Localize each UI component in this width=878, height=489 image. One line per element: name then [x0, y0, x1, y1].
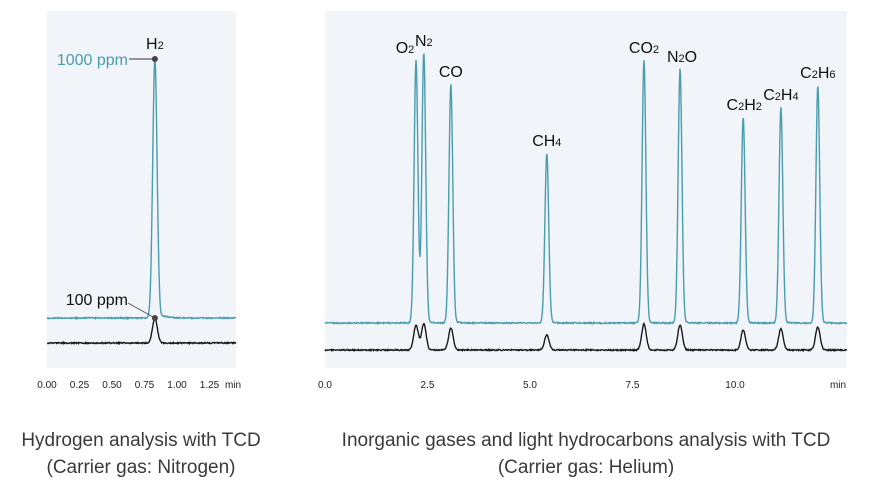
peak-label-C2H2: C2H2 [727, 97, 762, 114]
plot-background [47, 11, 236, 368]
left-chart-subtitle: (Carrier gas: Nitrogen) [46, 457, 236, 478]
x-tick-label: 1.00 [167, 380, 187, 391]
leader-line-100ppm [127, 302, 156, 319]
x-tick-label: 0.25 [70, 380, 90, 391]
series-line-1 [324, 322, 848, 353]
series-line-1 [46, 316, 237, 346]
left-chart-title: Hydrogen analysis with TCD [21, 430, 261, 451]
peak-marker-100ppm [151, 315, 158, 321]
x-tick-label: 10.0 [725, 380, 745, 391]
x-axis-unit-label: min [225, 380, 241, 391]
x-tick-label: 0.00 [37, 380, 57, 391]
x-tick-label: 0.50 [102, 380, 122, 391]
peak-label-C2H6: C2H6 [800, 65, 835, 82]
peak-label-N2: N2 [415, 33, 433, 50]
x-tick-label: 2.5 [421, 380, 435, 391]
peak-label-O2: O2 [396, 40, 415, 57]
chart-panel-0: 0.00 0.25 0.50 0.75 1.00 1.25 min [37, 11, 241, 391]
right-chart-subtitle: (Carrier gas: Helium) [497, 457, 675, 478]
peak-label-CO2: CO2 [629, 40, 659, 57]
series-label-100ppm: 100 ppm [66, 292, 128, 309]
peak-label-C2H4: C2H4 [763, 87, 798, 104]
x-tick-label: 1.25 [200, 380, 220, 391]
series-line-0 [46, 59, 237, 321]
x-tick-label: 7.5 [626, 380, 640, 391]
peak-label-CH4: CH4 [532, 133, 561, 150]
peak-marker-1000ppm [151, 56, 158, 62]
x-axis-unit-label: min [830, 380, 846, 391]
series-label-1000ppm: 1000 ppm [57, 52, 128, 69]
peak-label-CO: CO [439, 64, 463, 81]
series-line-0 [324, 53, 848, 326]
x-tick-label: 0.0 [318, 380, 332, 391]
chart-panel-1: 0.0 2.5 5.0 7.5 10.0 min [318, 11, 848, 391]
peak-label-N2O: N2O [667, 49, 697, 66]
x-tick-label: 0.75 [135, 380, 155, 391]
right-chart-title: Inorganic gases and light hydrocarbons a… [341, 430, 831, 451]
right-caption: Inorganic gases and light hydrocarbons a… [296, 427, 876, 481]
left-caption: Hydrogen analysis with TCD (Carrier gas:… [0, 427, 282, 481]
peak-label-H2: H2 [146, 36, 164, 53]
x-tick-label: 5.0 [523, 380, 537, 391]
plot-background [325, 11, 847, 368]
